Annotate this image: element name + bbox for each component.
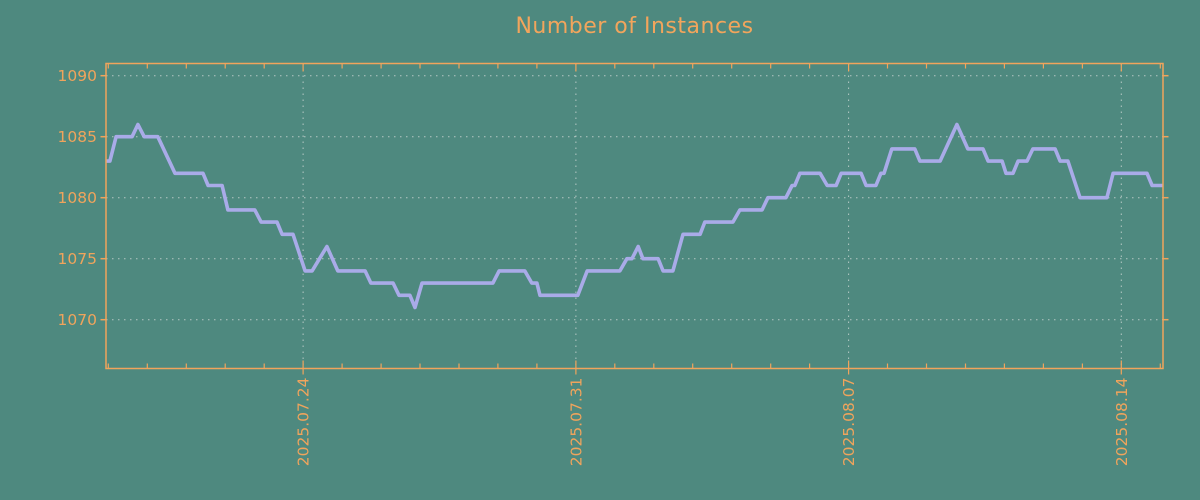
y-tick-label: 1075 — [58, 250, 97, 268]
x-tick-label: 2025.08.14 — [1113, 378, 1131, 467]
y-tick-label: 1090 — [58, 67, 97, 85]
series-line-instances — [106, 122, 1163, 310]
y-tick-label: 1080 — [58, 189, 97, 207]
x-tick-label: 2025.08.07 — [840, 378, 858, 467]
chart-title: Number of Instances — [515, 14, 754, 39]
x-tick-label: 2025.07.24 — [295, 378, 313, 467]
y-tick-label: 1085 — [58, 128, 97, 146]
x-tick-label: 2025.07.31 — [567, 378, 585, 467]
y-tick-label: 1070 — [58, 311, 97, 329]
plot-border — [105, 62, 1164, 370]
